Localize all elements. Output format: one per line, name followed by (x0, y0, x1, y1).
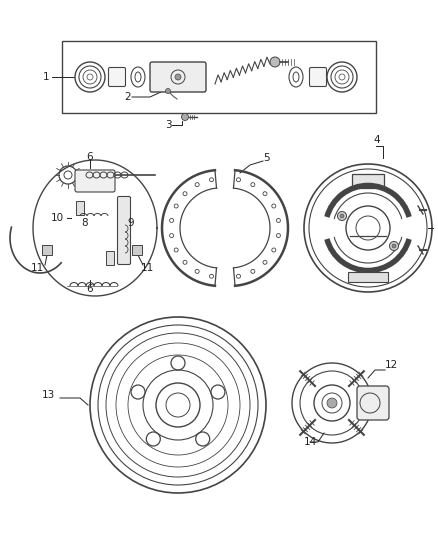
Text: 8: 8 (82, 218, 88, 228)
Text: 9: 9 (128, 218, 134, 228)
Text: 13: 13 (41, 390, 55, 400)
FancyBboxPatch shape (117, 197, 131, 264)
Bar (132, 245, 142, 255)
FancyBboxPatch shape (357, 386, 389, 420)
Circle shape (338, 212, 346, 221)
Circle shape (389, 241, 399, 251)
Circle shape (340, 214, 344, 218)
Text: 4: 4 (373, 135, 380, 145)
Text: 1: 1 (42, 72, 49, 82)
Text: 3: 3 (165, 120, 171, 130)
Text: 2: 2 (125, 92, 131, 102)
Circle shape (392, 244, 396, 248)
Bar (348, 272, 388, 282)
Bar (62, 41, 376, 113)
Bar (42, 245, 52, 255)
FancyBboxPatch shape (310, 68, 326, 86)
Bar (106, 251, 114, 265)
Bar (76, 201, 84, 215)
Circle shape (327, 398, 337, 408)
Circle shape (181, 114, 188, 120)
Text: 6: 6 (87, 152, 93, 162)
Text: 12: 12 (385, 360, 398, 370)
FancyBboxPatch shape (150, 62, 206, 92)
Text: 5: 5 (264, 153, 270, 163)
FancyBboxPatch shape (109, 68, 126, 86)
Circle shape (270, 57, 280, 67)
FancyBboxPatch shape (75, 170, 115, 192)
Text: 10: 10 (50, 213, 64, 223)
Text: 11: 11 (30, 263, 44, 273)
Circle shape (175, 74, 181, 80)
Circle shape (166, 88, 170, 93)
Text: 6: 6 (87, 284, 93, 294)
Text: 11: 11 (140, 263, 154, 273)
Text: 14: 14 (304, 437, 317, 447)
Bar (352, 174, 384, 188)
